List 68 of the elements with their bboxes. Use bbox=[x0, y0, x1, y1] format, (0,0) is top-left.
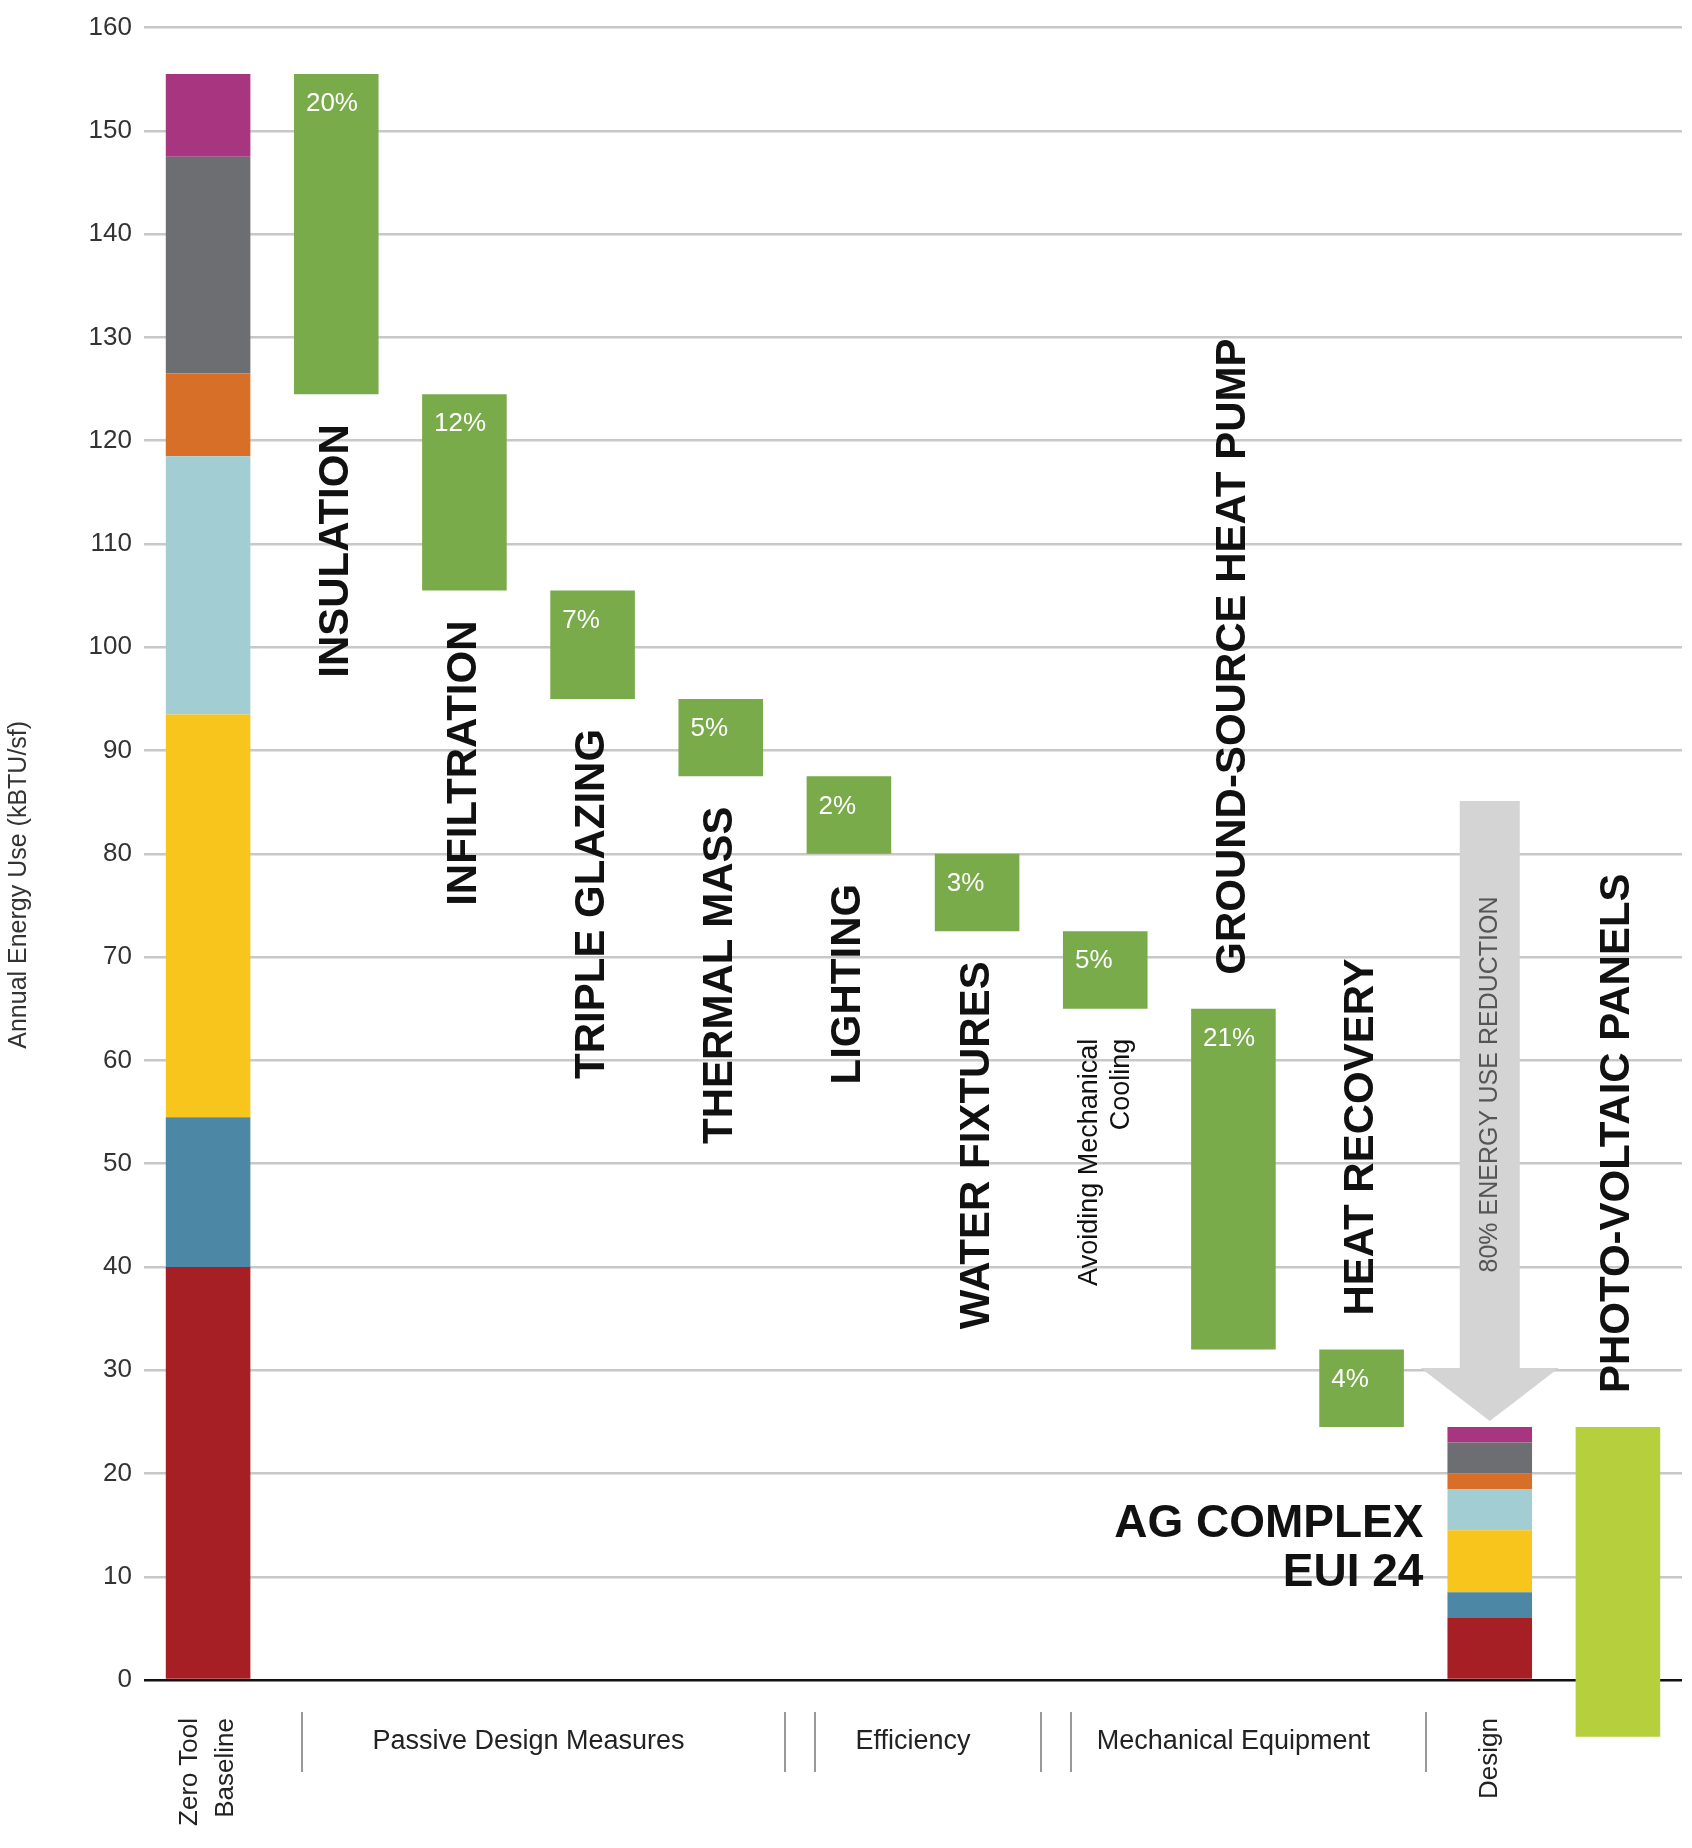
bar bbox=[1447, 1592, 1533, 1619]
bar bbox=[1447, 1618, 1533, 1679]
x-tick-label: LIGHTING bbox=[822, 883, 870, 1085]
bar bbox=[165, 456, 251, 715]
annotation: 7% bbox=[562, 603, 600, 634]
bar bbox=[806, 776, 892, 854]
bar bbox=[1319, 1349, 1404, 1428]
x-tick-label: GROUND-SOURCE HEAT PUMP bbox=[1206, 338, 1254, 975]
bar bbox=[1062, 931, 1148, 1009]
y-tick-label: 110 bbox=[90, 527, 132, 558]
bar bbox=[165, 156, 251, 374]
y-tick-label: 140 bbox=[88, 217, 132, 248]
y-tick-label: 80 bbox=[103, 836, 132, 867]
y-tick-label: 40 bbox=[103, 1250, 132, 1281]
x-tick-label: INSULATION bbox=[309, 424, 357, 678]
annotation: 3% bbox=[946, 866, 985, 897]
bar bbox=[1447, 1442, 1533, 1474]
x-tick-label: Design bbox=[1472, 1718, 1503, 1799]
y-axis-title: Annual Energy Use (kBTU/sf) bbox=[2, 720, 31, 1049]
y-tick-label: 120 bbox=[88, 423, 132, 454]
bar bbox=[165, 714, 251, 1118]
annotation: 12% bbox=[434, 407, 487, 438]
x-tick-label: PHOTO-VOLTAIC PANELS bbox=[1591, 873, 1639, 1393]
x-tick-label: Zero Tool Baseline bbox=[173, 1718, 240, 1826]
bar bbox=[165, 1266, 251, 1679]
annotation: 20% bbox=[305, 87, 358, 118]
bar bbox=[165, 373, 251, 457]
bar bbox=[1447, 1530, 1533, 1593]
annotation: 21% bbox=[1203, 1021, 1256, 1052]
annotation: Efficiency bbox=[855, 1725, 972, 1756]
y-tick-label: 50 bbox=[103, 1146, 132, 1177]
x-tick-label: INFILTRATION bbox=[437, 620, 485, 906]
annotation: 80% ENERGY USE REDUCTION bbox=[1473, 896, 1502, 1273]
y-tick-label: 10 bbox=[103, 1559, 132, 1590]
annotation: 5% bbox=[690, 712, 729, 743]
bar bbox=[165, 1117, 251, 1267]
annotation: Passive Design Measures bbox=[372, 1725, 685, 1756]
annotation: Mechanical Equipment bbox=[1096, 1725, 1371, 1756]
annotation: AG COMPLEX EUI 24 bbox=[1114, 1495, 1424, 1597]
y-tick-label: 150 bbox=[88, 114, 132, 145]
bar bbox=[422, 394, 507, 591]
bar bbox=[1447, 1427, 1533, 1443]
y-tick-label: 30 bbox=[103, 1353, 132, 1384]
x-tick-label: HEAT RECOVERY bbox=[1335, 958, 1383, 1316]
y-tick-label: 100 bbox=[88, 630, 132, 661]
bar bbox=[678, 698, 764, 777]
y-tick-label: 90 bbox=[103, 733, 132, 764]
x-tick-label: WATER FIXTURES bbox=[950, 961, 998, 1330]
bar bbox=[165, 74, 251, 157]
annotation: 4% bbox=[1331, 1362, 1369, 1393]
x-tick-label: TRIPLE GLAZING bbox=[566, 728, 614, 1079]
y-tick-label: 130 bbox=[88, 320, 132, 351]
bar bbox=[1575, 1427, 1661, 1737]
y-tick-label: 160 bbox=[88, 10, 132, 41]
y-tick-label: 0 bbox=[117, 1663, 132, 1694]
y-tick-label: 20 bbox=[103, 1456, 132, 1487]
bar bbox=[293, 74, 379, 395]
bar bbox=[934, 853, 1020, 932]
bar bbox=[1191, 1008, 1276, 1350]
x-tick-label: Avoiding Mechanical Cooling bbox=[1072, 1038, 1135, 1286]
y-tick-label: 70 bbox=[103, 940, 132, 971]
bar bbox=[1447, 1473, 1533, 1489]
bar bbox=[550, 590, 635, 699]
bar bbox=[1447, 1488, 1533, 1531]
y-tick-label: 60 bbox=[103, 1043, 132, 1074]
annotation: 5% bbox=[1074, 944, 1113, 975]
annotation: 2% bbox=[818, 789, 857, 820]
x-tick-label: THERMAL MASS bbox=[694, 806, 742, 1144]
